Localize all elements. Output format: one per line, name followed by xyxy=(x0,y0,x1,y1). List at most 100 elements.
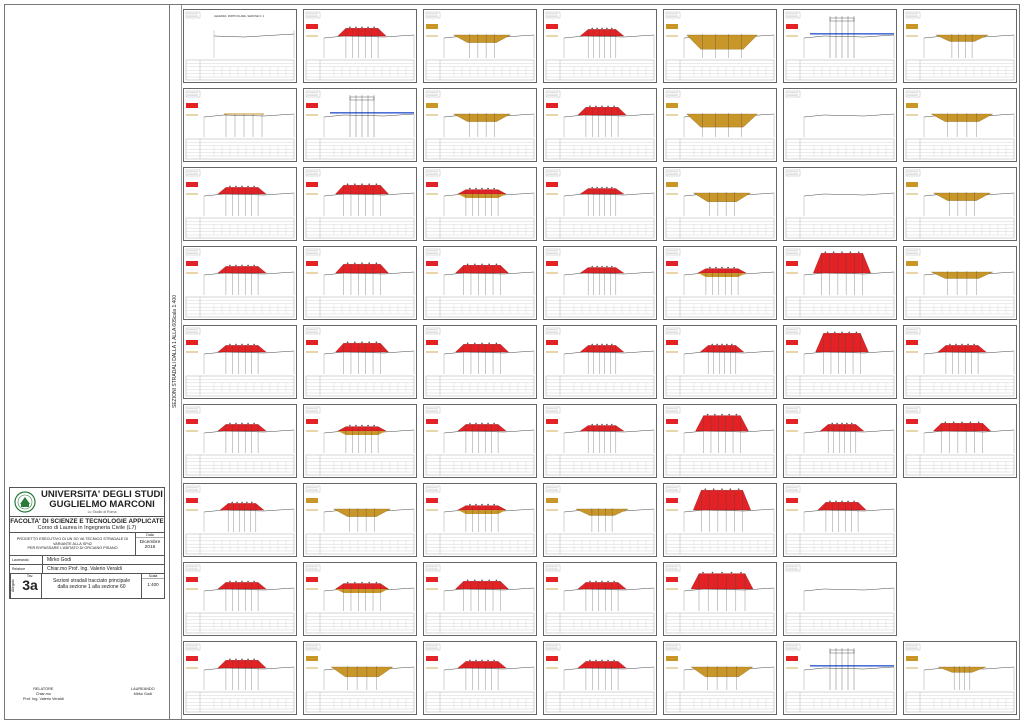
section-drawing xyxy=(663,88,777,162)
section-drawing xyxy=(903,167,1017,241)
faculty-block: FACOLTA' DI SCIENZE E TECNOLOGIE APPLICA… xyxy=(10,517,164,533)
section-drawing xyxy=(423,88,537,162)
section-svg xyxy=(185,248,295,318)
section-svg xyxy=(905,643,1015,713)
section-svg xyxy=(545,90,655,160)
course-name: Corso di Laurea in Ingegneria Civile (L7… xyxy=(37,525,137,531)
section-svg xyxy=(905,248,1015,318)
project-description-line2: PER BYPASSARE L'ABITATO DI ORCIANO PISAN… xyxy=(27,546,118,550)
section-svg xyxy=(785,248,895,318)
section-drawing xyxy=(663,9,777,83)
section-drawing xyxy=(423,562,537,636)
student-row: Laureando Mirko Godi xyxy=(10,556,164,565)
section-svg xyxy=(425,90,535,160)
section-drawing xyxy=(183,483,297,557)
section-svg xyxy=(665,169,775,239)
university-name: UNIVERSITA' DEGLI STUDI GUGLIELMO MARCON… xyxy=(40,489,164,515)
section-svg xyxy=(905,11,1015,81)
project-description: PROGETTO ESECUTIVO DI UN 3O VA TECNICO S… xyxy=(10,533,136,555)
legend-header: LEGENDA: PARTICOLARE, SEZIONE N. 1 xyxy=(214,14,265,18)
section-drawing xyxy=(423,9,537,83)
section-svg xyxy=(185,90,295,160)
section-drawing xyxy=(903,404,1017,478)
university-name-line1: UNIVERSITA' DEGLI STUDI xyxy=(41,489,163,500)
title-block: UNIVERSITA' DEGLI STUDI GUGLIELMO MARCON… xyxy=(9,487,165,599)
advisor-name: Chiar.mo Prof. Ing. Valerio Veraldi xyxy=(47,566,122,572)
section-svg xyxy=(305,327,415,397)
date-value-line1: Dicembre xyxy=(139,540,161,545)
section-drawing xyxy=(903,246,1017,320)
section-drawing xyxy=(543,483,657,557)
advisor-row: Relatore Chiar.mo Prof. Ing. Valerio Ver… xyxy=(10,565,164,574)
vertical-sheet-title: SEZIONI STRADALI DALLA 1 ALLA 60 xyxy=(172,321,178,409)
section-svg xyxy=(665,406,775,476)
section-svg xyxy=(785,643,895,713)
section-svg xyxy=(545,564,655,634)
sheet-content-line2: dalla sezione 1 alla sezione 60 xyxy=(57,584,126,590)
section-svg xyxy=(545,406,655,476)
section-drawing xyxy=(903,325,1017,399)
section-svg xyxy=(185,643,295,713)
section-drawing xyxy=(543,562,657,636)
section-drawing xyxy=(423,483,537,557)
section-svg xyxy=(185,169,295,239)
faculty-name: FACOLTA' DI SCIENZE E TECNOLOGIE APPLICA… xyxy=(10,518,164,525)
section-drawing xyxy=(543,246,657,320)
scale-label: Scala xyxy=(142,574,164,579)
section-drawing xyxy=(663,483,777,557)
student-signature: LAUREANDO Mirko Godi xyxy=(131,687,155,697)
section-svg xyxy=(425,485,535,555)
section-svg xyxy=(305,90,415,160)
section-svg xyxy=(425,248,535,318)
section-svg xyxy=(545,169,655,239)
section-svg xyxy=(185,327,295,397)
section-svg xyxy=(545,11,655,81)
section-drawing xyxy=(423,404,537,478)
section-drawing xyxy=(663,167,777,241)
section-svg xyxy=(305,169,415,239)
section-drawing xyxy=(423,325,537,399)
section-svg xyxy=(905,327,1015,397)
section-drawing xyxy=(903,88,1017,162)
student-label: Laureando xyxy=(10,556,43,564)
section-drawing xyxy=(783,562,897,636)
section-svg xyxy=(785,327,895,397)
section-svg xyxy=(785,485,895,555)
section-svg xyxy=(665,485,775,555)
section-drawing xyxy=(303,325,417,399)
section-drawing xyxy=(543,9,657,83)
student-name: Mirko Godi xyxy=(47,557,72,563)
section-svg xyxy=(305,564,415,634)
section-drawing xyxy=(303,641,417,715)
section-svg xyxy=(425,327,535,397)
advisor-label: Relatore xyxy=(10,565,43,573)
section-svg xyxy=(425,406,535,476)
section-svg: LEGENDA: PARTICOLARE, SEZIONE N. 1 xyxy=(185,11,295,81)
university-header: UNIVERSITA' DEGLI STUDI GUGLIELMO MARCON… xyxy=(10,488,164,517)
section-svg xyxy=(905,90,1015,160)
vertical-scale-label: Scala 1:400 xyxy=(172,295,178,322)
sheet-content: Sezioni stradali tracciato principale da… xyxy=(42,574,142,598)
section-drawing xyxy=(303,9,417,83)
section-drawing xyxy=(423,641,537,715)
section-svg xyxy=(545,248,655,318)
tav-label: Tav. xyxy=(26,574,34,578)
section-svg xyxy=(425,169,535,239)
section-svg xyxy=(785,90,895,160)
scale-block: Scala 1:400 xyxy=(142,574,164,598)
section-drawing xyxy=(543,88,657,162)
date-block: Data Dicembre 2016 xyxy=(136,533,164,555)
section-svg xyxy=(665,643,775,713)
section-svg xyxy=(185,564,295,634)
date-value: Dicembre 2016 xyxy=(136,538,164,550)
section-drawing xyxy=(303,246,417,320)
section-svg xyxy=(425,564,535,634)
section-drawing xyxy=(663,246,777,320)
attachment-label: Allegato xyxy=(10,574,19,598)
section-drawing xyxy=(543,404,657,478)
section-svg xyxy=(665,248,775,318)
university-logo-icon xyxy=(14,491,36,513)
section-drawing xyxy=(183,246,297,320)
vertical-title-strip: SEZIONI STRADALI DALLA 1 ALLA 60 xyxy=(171,5,182,719)
section-svg xyxy=(785,11,895,81)
